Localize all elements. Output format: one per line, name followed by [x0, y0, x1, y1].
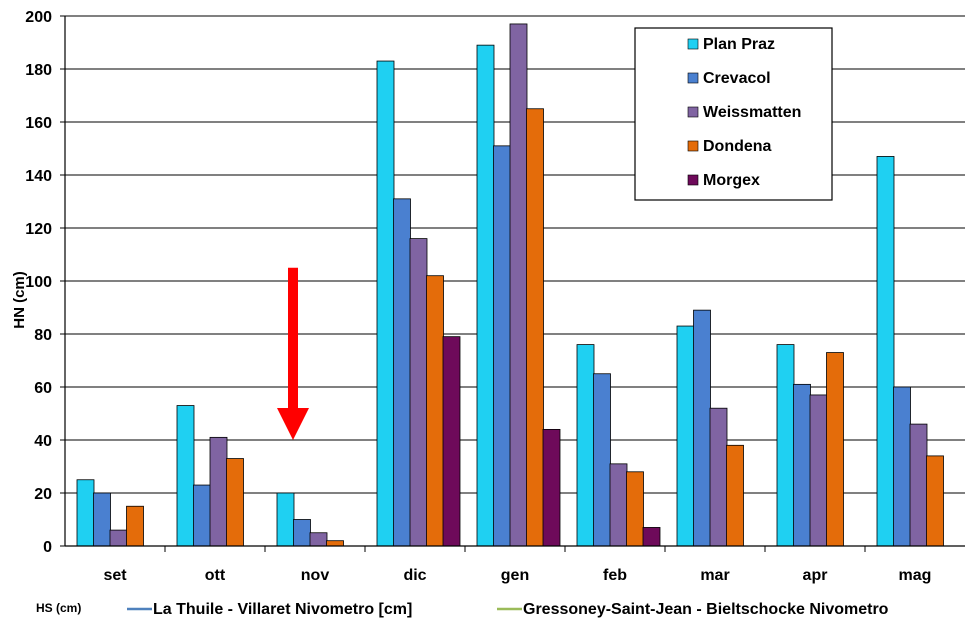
legend-swatch — [687, 38, 699, 50]
bar-plan-praz-dic — [376, 60, 395, 547]
bar-plan-praz-mag — [876, 156, 895, 547]
y-axis-title: HN (cm) — [11, 271, 28, 329]
legend: Plan Praz Crevacol Weissmatten Dondena Morge… — [634, 27, 833, 201]
annotation-arrow-head — [277, 408, 309, 440]
y-tick-label: 140 — [25, 168, 52, 185]
bar-crevacol-mar — [693, 309, 711, 547]
bar-weissmatten-dic — [409, 238, 428, 547]
bar-dondena-apr — [826, 352, 844, 547]
y-tick-label: 160 — [25, 115, 52, 132]
bar-weissmatten-feb — [609, 463, 628, 547]
legend-swatch — [687, 140, 699, 152]
legend-label: Plan Praz — [703, 36, 775, 53]
x-tick-label: dic — [403, 567, 426, 584]
bar-dondena-ott — [226, 458, 244, 547]
y-tick-label: 180 — [25, 62, 52, 79]
y-tick-label: 0 — [43, 539, 52, 556]
legend-label: Weissmatten — [703, 104, 801, 121]
bar-dondena-mar — [726, 444, 744, 547]
bar-morgex-gen — [542, 428, 561, 547]
bar-morgex-dic — [442, 336, 461, 547]
bar-crevacol-feb — [593, 373, 611, 547]
legend-label: Dondena — [703, 138, 772, 155]
bar-weissmatten-set — [109, 529, 128, 547]
bar-dondena-nov — [326, 540, 344, 547]
bar-plan-praz-ott — [176, 405, 195, 547]
bar-plan-praz-apr — [776, 344, 795, 547]
x-tick-label: gen — [501, 567, 529, 584]
bar-crevacol-ott — [193, 484, 211, 547]
y-tick-label: 120 — [25, 221, 52, 238]
bar-weissmatten-mar — [709, 407, 728, 547]
bar-plan-praz-mar — [676, 325, 695, 547]
bar-crevacol-mag — [893, 386, 911, 547]
bar-weissmatten-apr — [809, 394, 828, 547]
bar-crevacol-set — [93, 492, 111, 547]
x-tick-label: apr — [803, 567, 828, 584]
x-tick-label: nov — [301, 567, 330, 584]
footer-item-label: Gressoney-Saint-Jean - Bieltschocke Nivo… — [523, 601, 889, 618]
bar-weissmatten-gen — [509, 23, 528, 547]
y-tick-label: 40 — [34, 433, 52, 450]
bar-crevacol-apr — [793, 383, 811, 547]
bar-weissmatten-nov — [309, 532, 328, 547]
y-tick-label: 100 — [25, 274, 52, 291]
bar-weissmatten-ott — [209, 436, 228, 547]
y-tick-label: 20 — [34, 486, 52, 503]
annotation-layer — [277, 267, 309, 440]
annotation-arrow-shaft — [288, 267, 298, 408]
bars-layer — [76, 23, 944, 547]
bar-plan-praz-feb — [576, 344, 595, 547]
bar-dondena-gen — [526, 108, 544, 547]
axes-layer: 0 20 40 60 80 100 120 140 160 180 200 set ott nov dic g… — [11, 9, 965, 584]
y-tick-label: 60 — [34, 380, 52, 397]
bar-weissmatten-mag — [909, 423, 928, 547]
legend-label: Crevacol — [703, 70, 771, 87]
legend-label: Morgex — [703, 172, 760, 189]
y-tick-label: 80 — [34, 327, 52, 344]
x-tick-label: set — [103, 567, 127, 584]
bar-crevacol-nov — [293, 519, 311, 547]
legend-swatch — [687, 106, 699, 118]
bar-dondena-set — [126, 505, 144, 547]
bar-plan-praz-gen — [476, 44, 495, 547]
bar-dondena-mag — [926, 455, 944, 547]
legend-swatch — [687, 174, 699, 186]
y-tick-label: 200 — [25, 9, 52, 26]
legend-box — [634, 27, 833, 201]
bar-morgex-feb — [642, 527, 661, 547]
x-tick-label: ott — [205, 567, 226, 584]
footer-legend: HS (cm) La Thuile - Villaret Nivometro [c… — [36, 601, 889, 618]
x-tick-label: mar — [700, 567, 729, 584]
bar-crevacol-gen — [493, 145, 511, 547]
bar-plan-praz-nov — [276, 492, 295, 547]
legend-swatch — [687, 72, 699, 84]
footer-hs-label: HS (cm) — [36, 601, 81, 615]
bar-plan-praz-set — [76, 479, 95, 547]
bar-crevacol-dic — [393, 198, 411, 547]
x-tick-label: mag — [899, 567, 932, 584]
x-tick-label: feb — [603, 567, 627, 584]
bar-dondena-feb — [626, 471, 644, 547]
footer-item-label: La Thuile - Villaret Nivometro [cm] — [153, 601, 412, 618]
bar-dondena-dic — [426, 275, 444, 547]
